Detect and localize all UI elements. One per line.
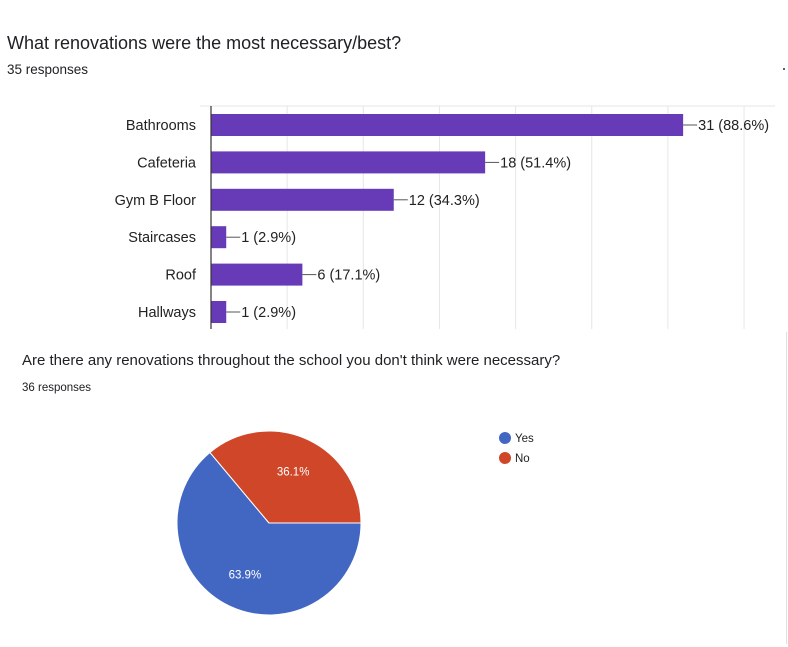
bar-category-label: Staircases	[128, 230, 196, 246]
pie-slice-no	[209, 430, 362, 524]
legend-marker-no	[499, 452, 511, 464]
bar	[211, 151, 486, 174]
pie-chart: 63.9% 36.1% Yes No	[176, 430, 534, 616]
legend-label: No	[515, 453, 530, 465]
legend-marker-yes	[499, 432, 511, 444]
bar	[211, 114, 684, 136]
bar-category-label: Roof	[165, 268, 197, 284]
bar-chart: Bathrooms 31 (88.6%) Cafeteria 18 (51.4%) Gy…	[115, 105, 775, 329]
bar-data-label: 18 (51.4%)	[500, 155, 571, 171]
bar-data-label: 31 (88.6%)	[698, 118, 769, 134]
bar	[211, 226, 227, 249]
bar-category-label: Cafeteria	[137, 155, 197, 171]
pie-chart-response-count: 36 responses	[22, 382, 92, 394]
bar-data-label: 1 (2.9%)	[241, 230, 296, 246]
bar-category-label: Bathrooms	[126, 118, 196, 134]
bar	[211, 188, 394, 211]
pie-chart-title: Are there any renovations throughout the…	[22, 352, 561, 369]
corner-dot-mark	[783, 68, 785, 70]
bar	[211, 301, 227, 323]
bar-chart-title: What renovations were the most necessary…	[7, 33, 402, 53]
legend-label: Yes	[515, 433, 534, 445]
pie-slice-yes	[176, 451, 362, 616]
bar-category-label: Hallways	[138, 305, 196, 321]
bar-data-label: 12 (34.3%)	[409, 193, 480, 209]
bar-category-label: Gym B Floor	[115, 193, 197, 209]
card-border-line	[786, 332, 787, 644]
pie-slice-label: 63.9%	[229, 570, 262, 582]
bar-chart-response-count: 35 responses	[7, 62, 89, 77]
bar-data-label: 1 (2.9%)	[241, 305, 296, 321]
bar	[211, 263, 303, 286]
bar-data-label: 6 (17.1%)	[317, 268, 380, 284]
pie-slice-label: 36.1%	[277, 466, 310, 478]
